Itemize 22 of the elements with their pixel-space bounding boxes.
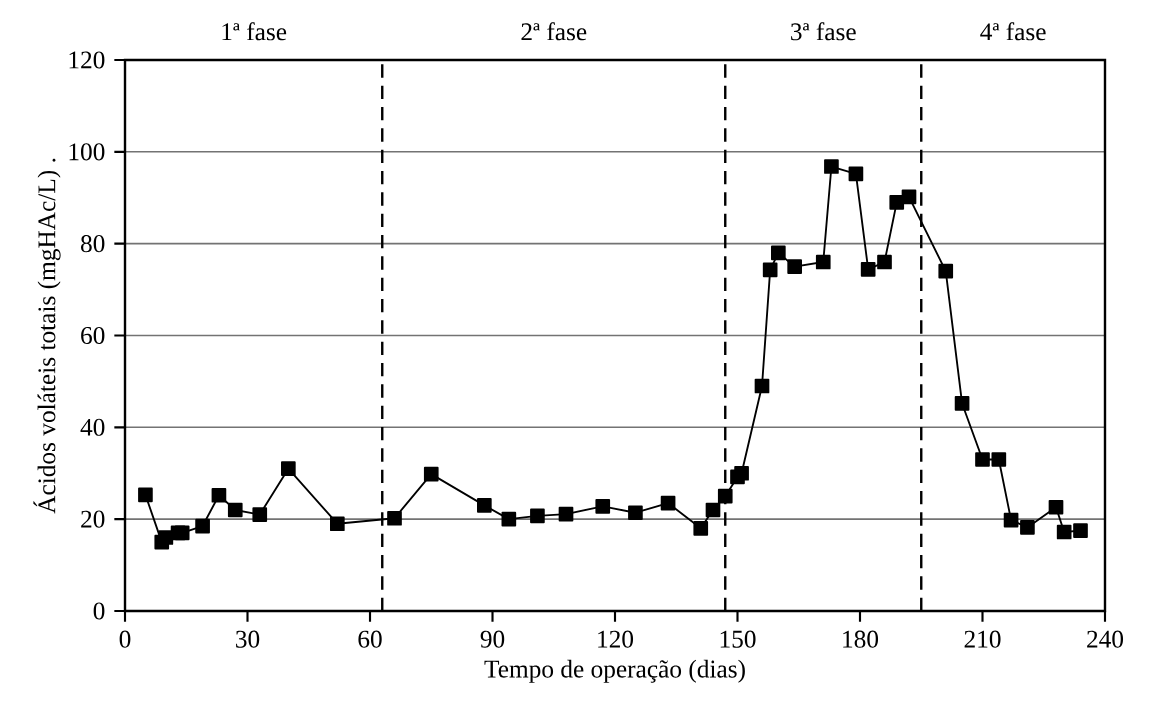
text: 1ª fase: [222, 22, 287, 41]
x-tick-label: 30: [236, 630, 260, 648]
x-tick-label: 210: [964, 630, 1001, 648]
x-tick-label: 180: [843, 630, 879, 648]
y-tick-label: 40: [80, 418, 105, 436]
y-tick-label: 80: [80, 235, 105, 253]
y-tick-label: 60: [81, 326, 105, 345]
x-tick-label: 60: [358, 630, 382, 648]
y-axis-title: Ácidos voláteis totais (mgHAc/L) .: [33, 158, 61, 514]
y-tick-label: 20: [81, 510, 105, 528]
x-tick-label: 150: [720, 630, 756, 648]
text: 3ª fase: [791, 22, 856, 41]
x-tick-label: 90: [480, 630, 505, 648]
y-tick-label: 100: [69, 143, 105, 161]
y-tick-label: 120: [69, 51, 105, 69]
text: 2ª fase: [521, 22, 587, 41]
y-tick-label: 0: [93, 602, 105, 620]
text: 4ª fase: [980, 22, 1046, 41]
x-tick-label: 120: [598, 630, 634, 648]
x-axis-title: Tempo de operação (dias): [484, 659, 745, 683]
x-tick-label: 0: [119, 630, 131, 648]
x-tick-label: 240: [1087, 630, 1124, 648]
